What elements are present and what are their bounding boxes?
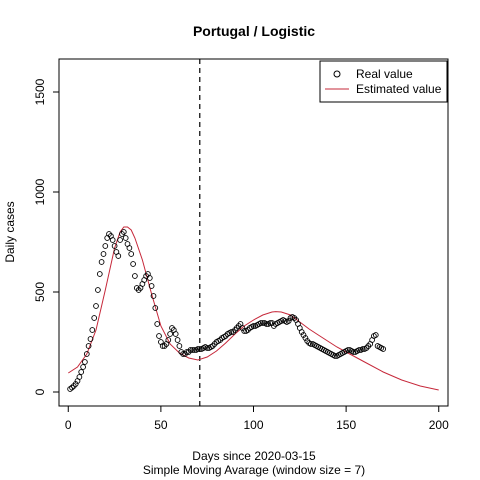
real-value-point [267, 320, 274, 326]
real-value-point [152, 305, 159, 311]
estimated-value-line [68, 226, 439, 391]
real-value-point [174, 337, 181, 343]
legend-box [319, 60, 448, 103]
real-value-point [204, 345, 211, 351]
y-tick-label: 1500 [33, 78, 47, 105]
legend-estimated-label: Estimated value [356, 82, 442, 96]
legend-real-label: Real value [356, 67, 413, 81]
y-tick-label: 0 [33, 388, 47, 395]
real-value-series [67, 229, 387, 392]
real-value-point [308, 341, 314, 347]
real-value-point [148, 283, 155, 289]
real-value-point [359, 346, 366, 352]
real-value-point [111, 243, 118, 249]
real-value-point [69, 384, 75, 391]
real-value-point [372, 332, 379, 338]
y-axis-label: Daily cases [3, 201, 17, 262]
estimated-value-series [68, 226, 439, 391]
real-value-point [154, 321, 161, 327]
real-value-point [128, 251, 135, 257]
real-value-point [76, 374, 83, 380]
real-value-point [122, 235, 129, 241]
real-value-point [176, 343, 183, 349]
x-axis-sublabel: Simple Moving Avarage (window size = 7) [143, 463, 365, 477]
real-value-point [350, 349, 357, 355]
real-value-point [156, 333, 162, 339]
real-value-point [91, 315, 98, 321]
real-value-point [83, 351, 90, 357]
real-value-point [165, 337, 172, 343]
real-value-point [109, 237, 116, 243]
x-axis-label: Days since 2020-03-15 [192, 449, 316, 463]
real-value-point [302, 335, 309, 341]
real-value-point [187, 347, 194, 353]
real-value-point [146, 275, 153, 281]
real-value-point [263, 321, 270, 327]
y-axis: 0 500 1000 1500 [33, 78, 59, 395]
real-value-point [89, 327, 96, 333]
x-tick-label: 50 [154, 418, 168, 432]
real-value-point [195, 346, 201, 352]
real-value-point [241, 328, 248, 334]
x-tick-label: 0 [65, 418, 72, 432]
real-value-point [250, 323, 257, 329]
real-value-point [100, 251, 107, 257]
real-value-point [80, 364, 86, 370]
real-value-point [167, 331, 173, 337]
real-value-point [96, 271, 103, 277]
real-value-point [189, 347, 196, 353]
real-value-point [78, 369, 85, 375]
real-value-point [332, 353, 338, 359]
real-value-point [239, 325, 246, 331]
x-tick-label: 200 [429, 418, 449, 432]
real-value-point [298, 329, 305, 335]
x-tick-label: 150 [336, 418, 356, 432]
real-value-point [93, 303, 99, 309]
real-value-point [191, 347, 198, 353]
real-value-point [82, 359, 88, 365]
x-tick-label: 100 [243, 418, 263, 432]
real-value-point [345, 347, 351, 353]
legend: Real value Estimated value [319, 60, 448, 103]
real-value-point [117, 237, 123, 243]
real-value-point [130, 261, 136, 267]
real-value-point [150, 293, 157, 299]
real-value-point [356, 347, 362, 353]
real-value-point [132, 273, 138, 279]
real-value-point [98, 259, 105, 265]
x-axis: 0 50 100 150 200 [65, 405, 449, 432]
real-value-point [259, 320, 266, 326]
real-value-point [102, 243, 109, 249]
y-tick-label: 500 [33, 282, 47, 302]
legend-real-marker [333, 70, 341, 78]
real-value-point [85, 343, 92, 349]
y-tick-label: 1000 [33, 178, 47, 205]
real-value-point [126, 245, 133, 251]
real-value-point [115, 253, 122, 259]
real-value-point [120, 229, 127, 235]
real-value-point [87, 336, 94, 342]
real-value-point [172, 331, 179, 337]
chart-title: Portugal / Logistic [193, 23, 315, 39]
real-value-point [258, 320, 264, 326]
real-value-point [196, 346, 203, 352]
real-value-point [95, 287, 101, 293]
real-value-point [72, 381, 79, 387]
real-value-point [285, 318, 292, 324]
real-value-point [380, 346, 387, 352]
